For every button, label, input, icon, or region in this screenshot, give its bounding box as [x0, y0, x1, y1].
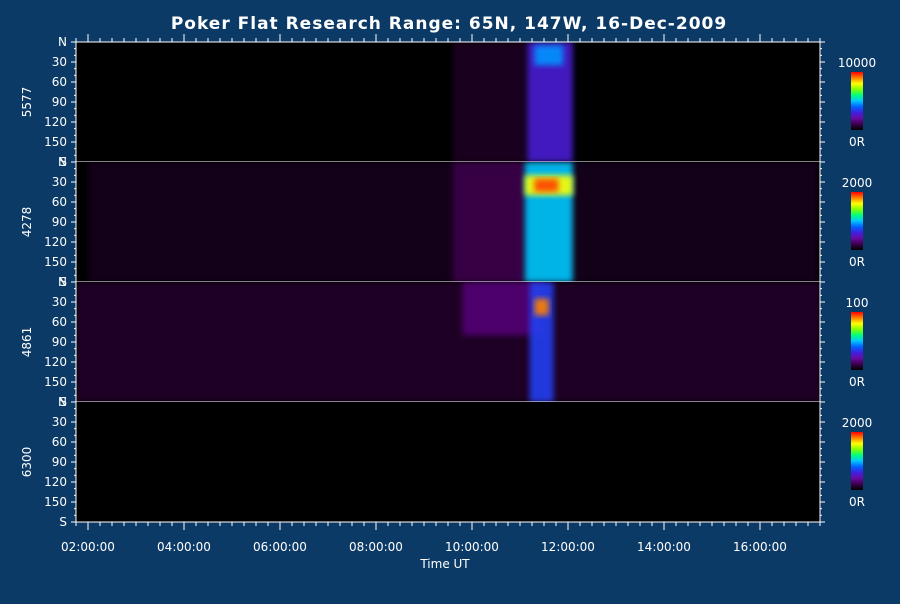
colorbar-min-label: 0R: [849, 375, 865, 389]
colorbar: [851, 72, 863, 130]
y-tick-label: N: [58, 155, 67, 169]
emission-feature: [76, 282, 820, 402]
panel-emission: [452, 42, 573, 162]
y-tick-label: 30: [52, 175, 67, 189]
x-axis: 02:00:00 04:00:00 06:00:00 08:00:00 10:00:00…: [61, 34, 821, 554]
y-tick-label: 90: [52, 455, 67, 469]
y-tick-label: 60: [52, 195, 67, 209]
y-tick-label: 60: [52, 315, 67, 329]
x-tick-label: 02:00:00: [61, 540, 115, 554]
panels: N 30 60 90 120 150 S 5577 10000 0R N 30 60 90 120 150 S 4…: [20, 35, 876, 529]
colorbar: [851, 312, 863, 370]
colorbar-min-label: 0R: [849, 135, 865, 149]
panel-background: [76, 42, 820, 162]
emission-feature: [534, 298, 549, 316]
colorbar-min-label: 0R: [849, 255, 865, 269]
x-tick-label: 04:00:00: [157, 540, 211, 554]
x-tick-label: 16:00:00: [733, 540, 787, 554]
panel-4278: N 30 60 90 120 150 S 4278 2000 0R: [20, 155, 872, 289]
y-tick-label: 150: [44, 375, 67, 389]
panel-6300: N 30 60 90 120 150 S 6300 2000 0R: [20, 395, 872, 529]
emission-feature: [534, 178, 559, 192]
x-tick-label: 14:00:00: [637, 540, 691, 554]
y-tick-label: 150: [44, 495, 67, 509]
y-tick-label: 90: [52, 335, 67, 349]
x-tick-label: 12:00:00: [541, 540, 595, 554]
y-tick-label: 90: [52, 215, 67, 229]
y-tick-label: S: [59, 515, 67, 529]
x-tick-label: 10:00:00: [445, 540, 499, 554]
y-tick-label: 60: [52, 75, 67, 89]
x-tick-label: 06:00:00: [253, 540, 307, 554]
colorbar-max-label: 10000: [838, 56, 876, 70]
y-tick-label: 60: [52, 435, 67, 449]
x-axis-label: Time UT: [419, 557, 470, 571]
y-tick-label: N: [58, 395, 67, 409]
panel-ylabel: 6300: [20, 447, 34, 478]
panel-emission: [88, 162, 818, 282]
y-tick-label: 30: [52, 415, 67, 429]
panel-4861: N 30 60 90 120 150 S 4861 100 0R: [20, 275, 868, 409]
x-tick-label: 08:00:00: [349, 540, 403, 554]
panel-5577: N 30 60 90 120 150 S 5577 10000 0R: [20, 35, 876, 169]
colorbar-max-label: 100: [846, 296, 869, 310]
colorbar: [851, 192, 863, 250]
y-tick-label: 30: [52, 295, 67, 309]
colorbar: [851, 432, 863, 490]
colorbar-max-label: 2000: [842, 416, 873, 430]
colorbar-min-label: 0R: [849, 495, 865, 509]
y-tick-label: S: [59, 395, 67, 409]
y-tick-label: N: [58, 275, 67, 289]
y-tick-label: 150: [44, 135, 67, 149]
y-tick-label: 120: [44, 475, 67, 489]
panel-background: [76, 402, 820, 522]
colorbar-max-label: 2000: [842, 176, 873, 190]
panel-ylabel: 5577: [20, 87, 34, 118]
panel-ylabel: 4861: [20, 327, 34, 358]
y-tick-label: 150: [44, 255, 67, 269]
y-tick-label: 30: [52, 55, 67, 69]
panel-ylabel: 4278: [20, 207, 34, 238]
chart-title: Poker Flat Research Range: 65N, 147W, 16…: [171, 14, 727, 34]
y-tick-label: 120: [44, 235, 67, 249]
y-tick-label: 120: [44, 355, 67, 369]
y-tick-label: 90: [52, 95, 67, 109]
panel-emission: [76, 282, 820, 402]
emission-feature: [534, 45, 564, 66]
y-tick-label: N: [58, 35, 67, 49]
y-tick-label: S: [59, 275, 67, 289]
y-tick-label: 120: [44, 115, 67, 129]
emission-feature: [452, 42, 528, 162]
y-tick-label: S: [59, 155, 67, 169]
emission-feature: [452, 162, 525, 282]
